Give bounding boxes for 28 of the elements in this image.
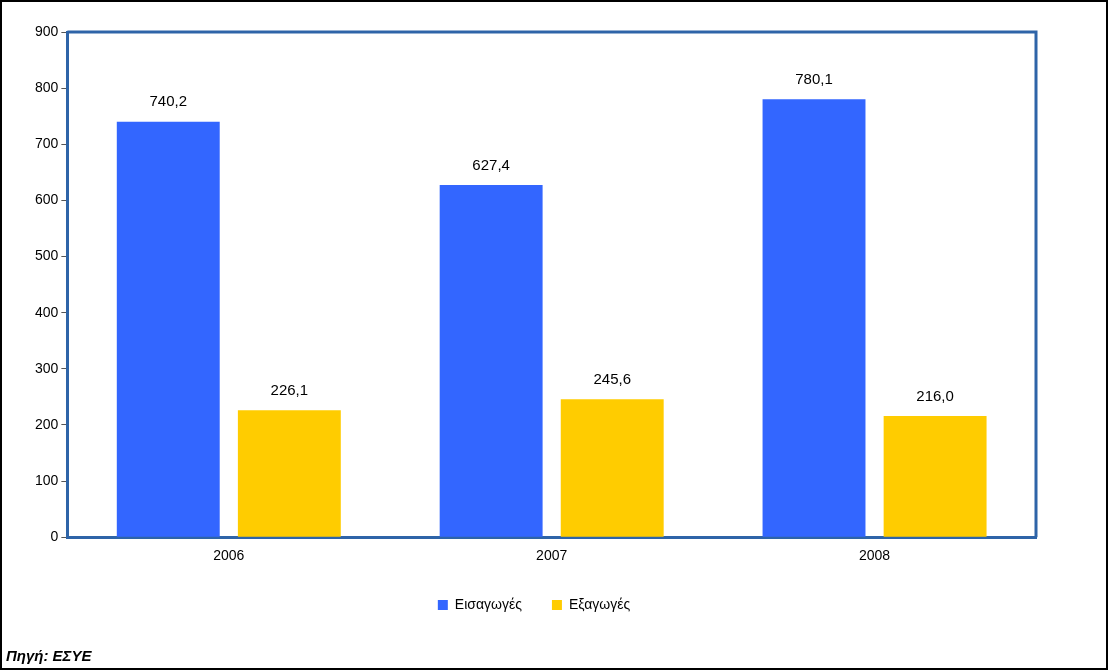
y-tick-label: 800 xyxy=(35,78,59,95)
bar xyxy=(237,410,341,537)
data-label: 226,1 xyxy=(270,380,309,398)
y-tick-label: 300 xyxy=(35,359,59,376)
bar xyxy=(439,185,543,537)
bar xyxy=(762,99,866,537)
y-tick-label: 100 xyxy=(35,471,59,488)
data-label: 740,2 xyxy=(149,92,188,110)
bar xyxy=(883,415,987,537)
text: Πηγή: ΕΣΥΕ xyxy=(6,647,92,664)
y-tick-label: 200 xyxy=(35,415,59,432)
y-tick-label: 700 xyxy=(35,135,59,152)
legend-label: Εξαγωγές xyxy=(568,595,631,612)
y-tick-label: 500 xyxy=(35,247,59,264)
legend-label: Εισαγωγές xyxy=(454,595,523,612)
y-tick-label: 900 xyxy=(35,22,59,39)
bar xyxy=(560,399,664,537)
y-tick-label: 400 xyxy=(35,303,59,320)
x-tick-label: 2006 xyxy=(213,547,245,564)
y-tick-label: 0 xyxy=(50,528,59,545)
bar xyxy=(116,121,220,537)
x-tick-label: 2007 xyxy=(536,547,568,564)
data-label: 216,0 xyxy=(916,386,954,404)
data-label: 245,6 xyxy=(593,369,631,387)
data-label: 627,4 xyxy=(472,155,510,173)
x-tick-label: 2008 xyxy=(858,547,891,564)
data-label: 780,1 xyxy=(795,69,833,87)
y-tick-label: 600 xyxy=(35,191,59,208)
